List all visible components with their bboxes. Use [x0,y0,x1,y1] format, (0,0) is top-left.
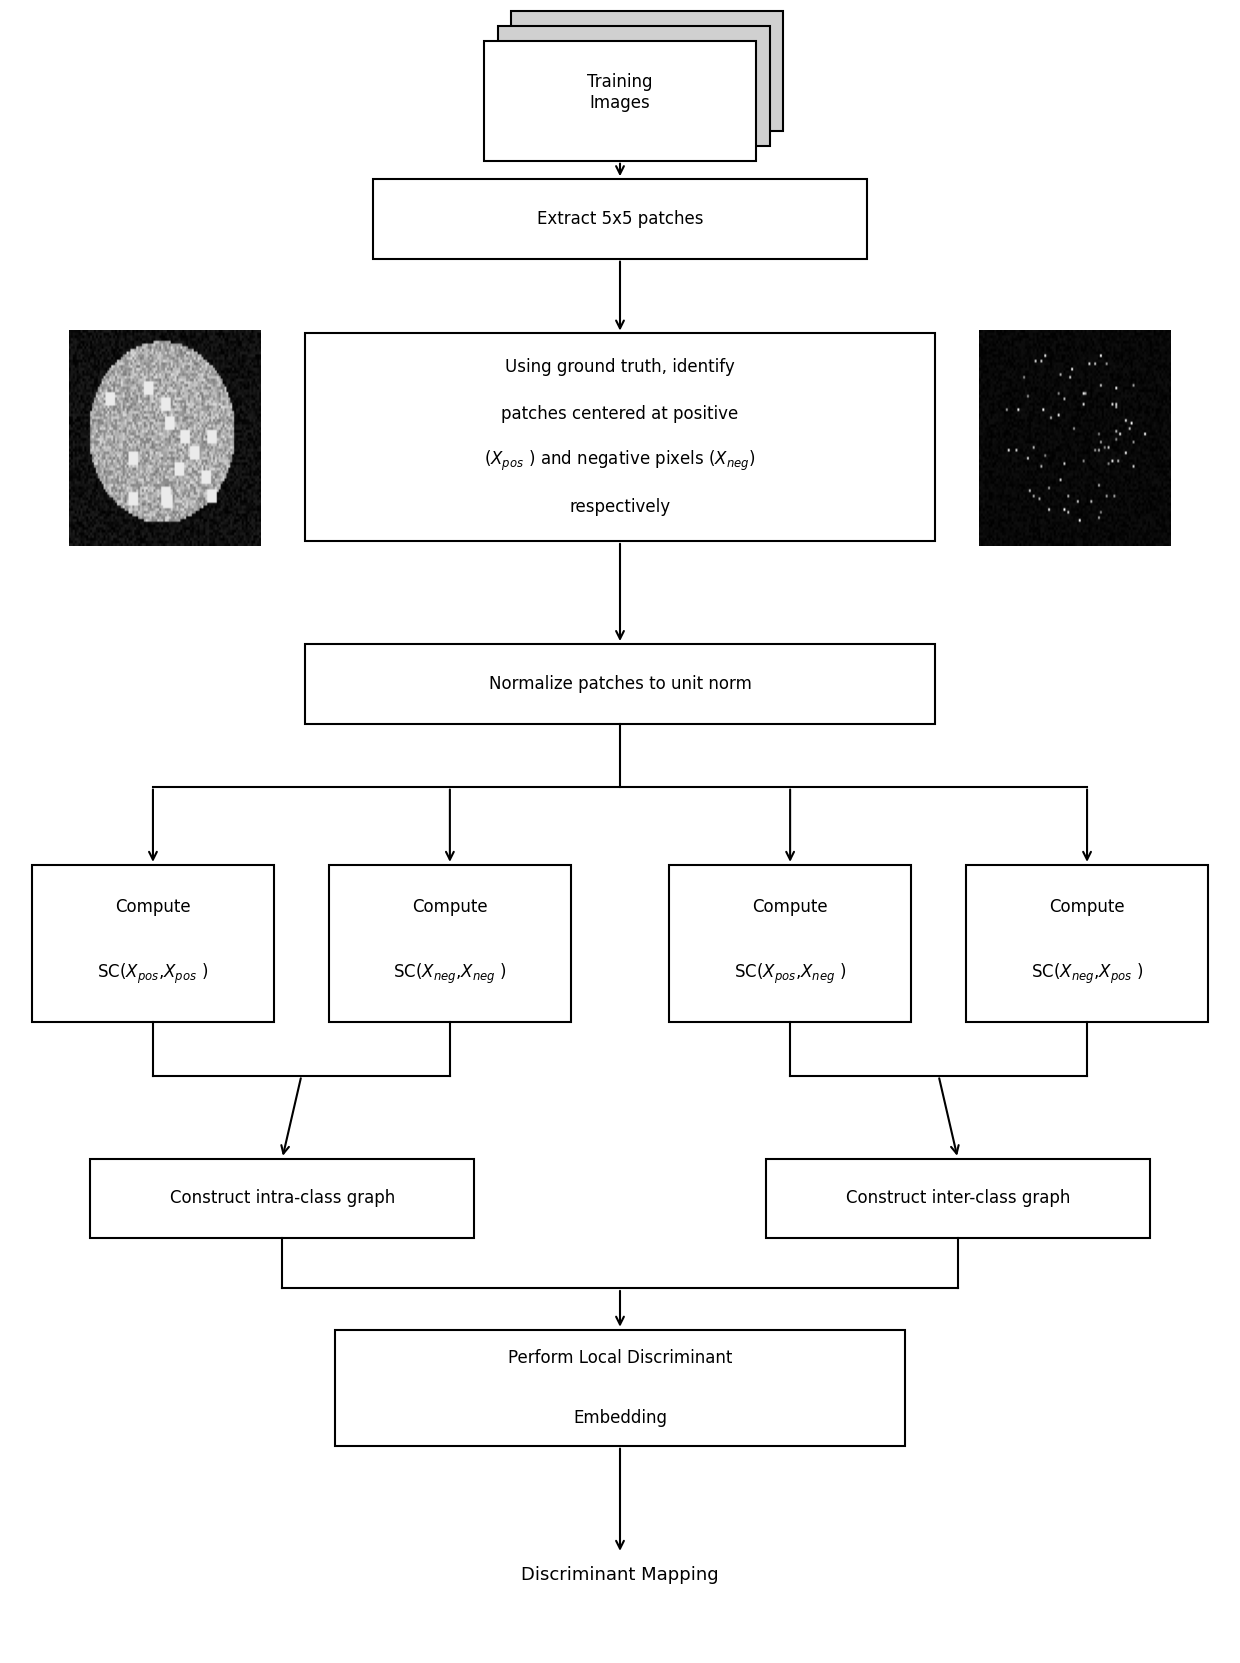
Bar [305,334,935,540]
Bar [330,865,570,1023]
Text: Compute: Compute [753,898,828,916]
Bar [766,1159,1149,1239]
Text: Discriminant Mapping: Discriminant Mapping [521,1567,719,1585]
Bar [32,865,274,1023]
Text: SC($X_{pos}$,$X_{pos}$ ): SC($X_{pos}$,$X_{pos}$ ) [98,961,208,986]
Bar [670,865,910,1023]
Bar [305,644,935,723]
Text: Compute: Compute [412,898,487,916]
Text: Training
Images: Training Images [588,73,652,111]
Text: Compute: Compute [1049,898,1125,916]
Text: Embedding: Embedding [573,1409,667,1427]
Text: SC($X_{pos}$,$X_{neg}$ ): SC($X_{pos}$,$X_{neg}$ ) [734,961,847,986]
Bar [372,180,868,259]
Text: ($X_{pos}$ ) and negative pixels ($X_{neg}$): ($X_{pos}$ ) and negative pixels ($X_{ne… [484,449,756,472]
Bar [484,42,756,161]
Text: Extract 5x5 patches: Extract 5x5 patches [537,210,703,228]
Text: patches centered at positive: patches centered at positive [501,406,739,422]
Bar [336,1329,904,1445]
Bar [497,27,770,146]
Text: Perform Local Discriminant: Perform Local Discriminant [508,1349,732,1367]
Text: Compute: Compute [115,898,191,916]
Text: respectively: respectively [569,497,671,516]
Text: Construct intra-class graph: Construct intra-class graph [170,1189,394,1207]
Bar [91,1159,474,1239]
Text: Normalize patches to unit norm: Normalize patches to unit norm [489,675,751,693]
Bar [966,865,1208,1023]
Bar [511,12,784,131]
Text: SC($X_{neg}$,$X_{neg}$ ): SC($X_{neg}$,$X_{neg}$ ) [393,961,507,986]
Text: Using ground truth, identify: Using ground truth, identify [505,359,735,376]
Text: SC($X_{neg}$,$X_{pos}$ ): SC($X_{neg}$,$X_{pos}$ ) [1030,961,1143,986]
Text: Construct inter-class graph: Construct inter-class graph [846,1189,1070,1207]
